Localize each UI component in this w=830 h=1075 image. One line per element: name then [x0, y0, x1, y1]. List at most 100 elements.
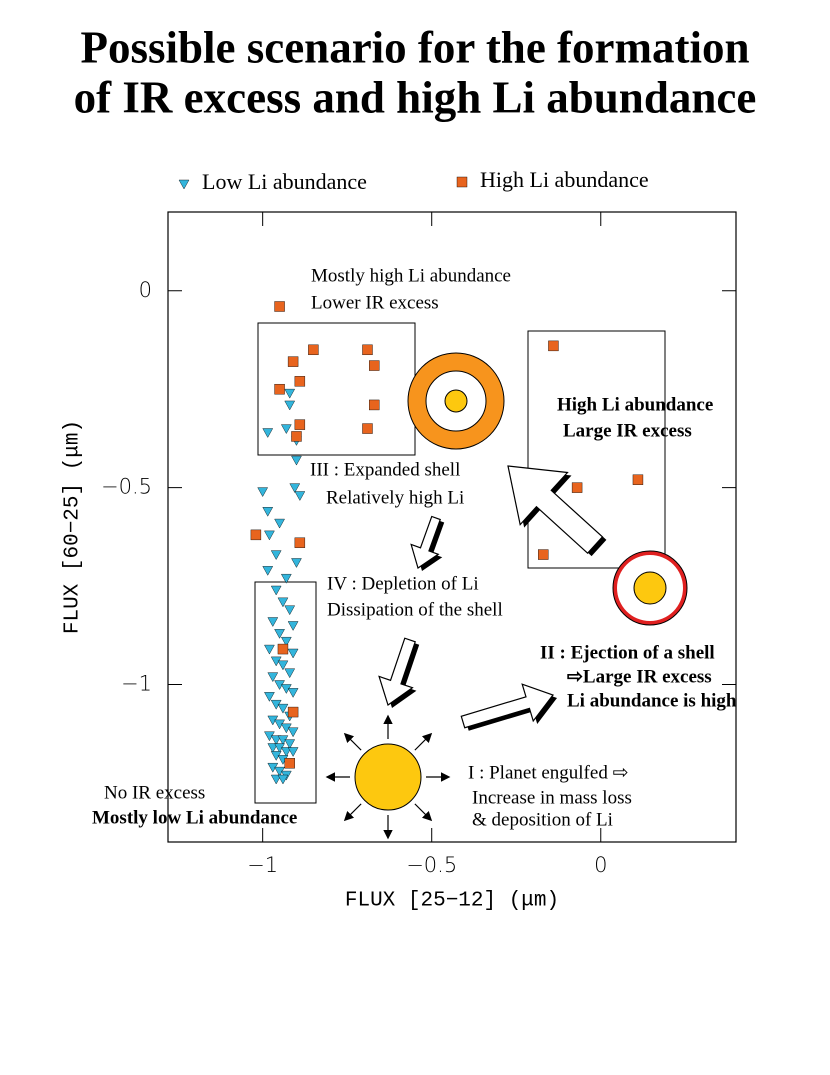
annotation: II : Ejection of a shell [540, 642, 715, 663]
point [274, 383, 285, 395]
point [308, 344, 319, 356]
annotation: Relatively high Li [326, 487, 464, 508]
annotation: Dissipation of the shell [327, 599, 503, 620]
point [287, 727, 299, 738]
point [548, 340, 559, 352]
point [362, 423, 373, 434]
point [280, 747, 292, 757]
ray [414, 803, 433, 822]
annotation: Mostly low Li abundance [92, 807, 297, 828]
y-tick-label: 0 [139, 278, 152, 302]
point [284, 668, 296, 679]
point [262, 428, 274, 438]
chart-title: Possible scenario for the formation [80, 22, 749, 72]
point [291, 455, 302, 466]
arrow [460, 683, 554, 729]
point [270, 774, 282, 785]
x-tick-label: −0.5 [406, 853, 457, 877]
point [294, 419, 306, 430]
annotation: I : Planet engulfed ⇨ [468, 762, 629, 783]
annotation: Li abundance is high [567, 690, 737, 711]
point [274, 629, 285, 639]
point [287, 621, 299, 631]
point [284, 605, 296, 616]
annotation: Large IR excess [563, 420, 692, 441]
ray [414, 732, 433, 751]
annotation: Lower IR excess [311, 292, 439, 313]
point [277, 703, 289, 714]
point [267, 617, 279, 627]
y-tick-label: −1 [121, 672, 152, 696]
point [289, 483, 301, 494]
point [264, 692, 275, 702]
point [284, 758, 295, 769]
point [257, 487, 269, 497]
point [280, 573, 292, 584]
point [294, 491, 306, 501]
arrow [507, 465, 604, 554]
point [287, 648, 299, 659]
annotation: III : Expanded shell [310, 459, 460, 480]
point [277, 643, 289, 655]
star [633, 571, 667, 605]
point [362, 344, 373, 356]
point [538, 549, 549, 560]
point [270, 550, 282, 560]
point [267, 672, 279, 683]
point [274, 301, 285, 312]
annotation: & deposition of Li [472, 809, 613, 830]
annotation: Mostly high Li abundance [311, 265, 511, 286]
point [369, 399, 380, 411]
ray [343, 732, 362, 751]
annotation: ⇨Large IR excess [567, 666, 712, 687]
point [287, 356, 299, 367]
point [262, 566, 274, 576]
legend-marker [456, 176, 468, 188]
point [632, 474, 644, 485]
legend-label: High Li abundance [480, 167, 649, 192]
point [294, 537, 306, 548]
point [287, 706, 299, 718]
point [284, 400, 296, 411]
ray [343, 803, 362, 822]
point [270, 585, 282, 596]
annotation: High Li abundance [557, 394, 713, 415]
x-tick-label: −1 [247, 853, 278, 877]
legend-label: Low Li abundance [202, 169, 367, 194]
y-tick-label: −0.5 [101, 475, 152, 499]
decorations [325, 465, 607, 840]
point [250, 529, 262, 541]
region-box [254, 581, 317, 804]
annotation: Increase in mass loss [472, 787, 632, 808]
point [280, 636, 292, 647]
x-axis-label: FLUX [25−12] (μm) [345, 890, 559, 913]
point [264, 530, 275, 541]
point [280, 424, 292, 434]
point [264, 644, 275, 655]
point [284, 388, 296, 399]
point [571, 482, 583, 493]
star [354, 743, 422, 811]
x-tick-label: 0 [594, 853, 607, 877]
plot-frame [167, 211, 737, 843]
y-axis-label: FLUX [60−25] (μm) [62, 420, 85, 634]
chart-title: of IR excess and high Li abundance [74, 72, 757, 122]
point [294, 376, 306, 387]
point [267, 743, 279, 753]
arrow [378, 637, 416, 706]
point [262, 507, 274, 517]
point [284, 739, 296, 749]
point [277, 597, 289, 608]
arrow [410, 515, 442, 569]
legend-marker [178, 179, 190, 190]
point [277, 660, 289, 671]
point [291, 558, 302, 568]
star [444, 389, 468, 413]
point [274, 518, 285, 529]
point [369, 360, 380, 371]
point [270, 735, 282, 746]
point [291, 431, 302, 442]
annotation: IV : Depletion of Li [327, 573, 479, 594]
point [287, 747, 299, 757]
